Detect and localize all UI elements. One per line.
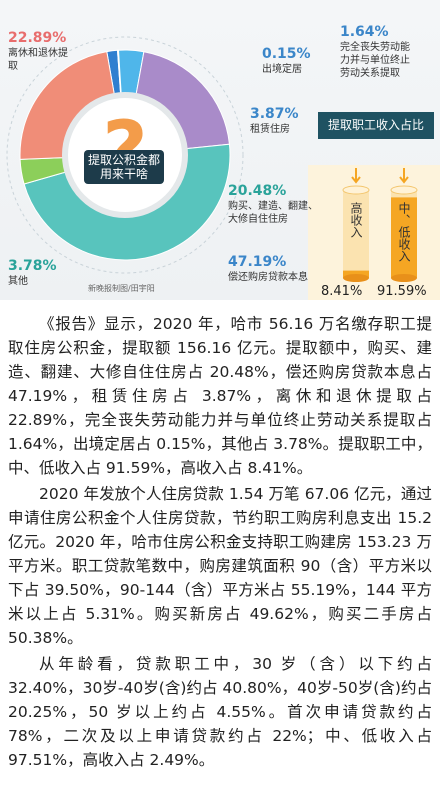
paragraph: 从年龄看，贷款职工中，30 岁（含）以下约占 32.40%，30岁-40岁(含)…	[8, 655, 432, 769]
slice-category-label: 离休和退休提取	[8, 48, 68, 72]
slice-label: 0.15% 出境定居	[262, 46, 332, 76]
slice-label: 22.89% 离休和退休提取	[8, 30, 68, 73]
slice-value-label: 22.89%	[8, 30, 67, 46]
paragraph: 2020 年发放个人住房贷款 1.54 万笔 67.06 亿元，通过申请住房公积…	[8, 485, 432, 647]
cylinder-bottom	[343, 274, 369, 282]
cylinder	[343, 190, 369, 278]
bar	[391, 197, 417, 278]
bar-category-label: 中、低收入	[397, 202, 411, 262]
slice-category-label: 偿还购房贷款本息	[228, 272, 308, 283]
slice-category-label: 购买、建造、翻建、大修自住住房	[228, 201, 318, 225]
slice-value-label: 47.19%	[228, 254, 287, 270]
slice-value-label: 3.78%	[8, 258, 57, 274]
slice-value-label: 3.87%	[250, 106, 299, 122]
dashed-ring	[6, 36, 244, 274]
center-title: 提取公积金都用来干啥	[84, 150, 164, 184]
bar-panel	[308, 165, 440, 300]
slice-label: 20.48% 购买、建造、翻建、大修自住住房	[228, 183, 318, 226]
cylinder-bottom	[391, 274, 417, 282]
article: 《报告》显示，2020 年，哈市 56.16 万名缴存职工提取住房公积金，提取额…	[0, 312, 440, 774]
cylinder-top	[390, 185, 418, 195]
arrow	[351, 168, 361, 184]
slice-label: 1.64% 完全丧失劳动能力并与单位终止劳动关系提取	[340, 24, 418, 80]
slice-category-label: 完全丧失劳动能力并与单位终止劳动关系提取	[340, 42, 410, 79]
credit: 新晚报制图/田宇阳	[88, 284, 155, 293]
slice-label: 3.78% 其他	[8, 258, 68, 288]
infographic: ? 提取职工收入占比 新晚报制图/田宇阳 1.64%完全丧失劳动能力并与单位终止…	[0, 0, 440, 300]
bar-category-label: 高收入	[349, 202, 363, 238]
bar-value-label: 8.41%	[321, 284, 363, 299]
slice-label: 3.87% 租赁住房	[250, 106, 320, 136]
slice-category-label: 其他	[8, 276, 28, 287]
slice-label: 47.19% 偿还购房贷款本息	[228, 254, 348, 284]
paragraph: 《报告》显示，2020 年，哈市 56.16 万名缴存职工提取住房公积金，提取额…	[8, 315, 432, 477]
slice-value-label: 0.15%	[262, 46, 311, 62]
slice-category-label: 租赁住房	[250, 124, 290, 135]
slice-value-label: 1.64%	[340, 24, 389, 40]
slice-value-label: 20.48%	[228, 183, 287, 199]
slice-category-label: 出境定居	[262, 64, 302, 75]
bar-value-label: 91.59%	[377, 284, 427, 299]
arrow	[399, 168, 409, 184]
cylinder-top	[342, 185, 370, 195]
bar-title: 提取职工收入占比	[318, 112, 434, 139]
